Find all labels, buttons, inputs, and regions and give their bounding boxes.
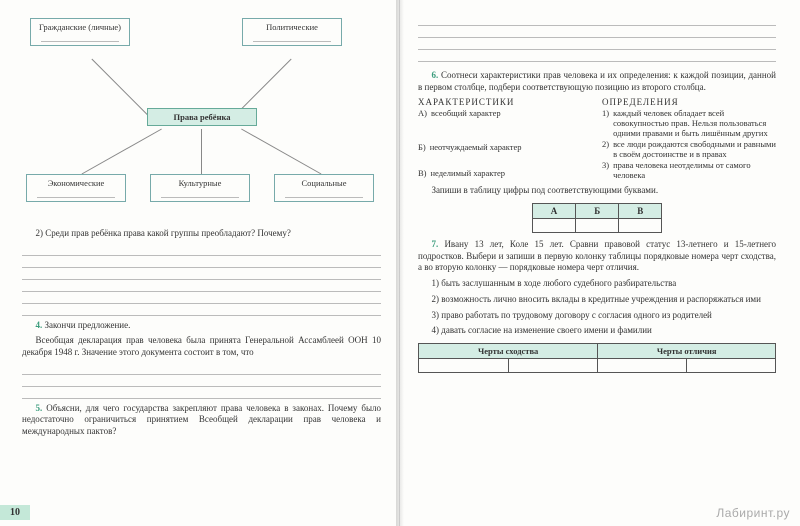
question-4: 4. Закончи предложение. xyxy=(22,320,381,332)
label: Экономические xyxy=(48,178,105,188)
writing-line xyxy=(22,363,381,375)
question-7: 7. Ивану 13 лет, Коле 15 лет. Сравни пра… xyxy=(418,239,776,274)
writing-line xyxy=(22,268,381,280)
writing-line xyxy=(418,50,776,62)
box-social: Социальные xyxy=(274,174,374,202)
th-diff: Черты отличия xyxy=(598,343,776,358)
q7-item-2: 2) возможность лично вносить вклады в кр… xyxy=(418,294,776,306)
char-b: Б)неотчуждаемый характер xyxy=(418,142,592,152)
q-number: 4. xyxy=(36,320,43,330)
char-heading: ХАРАКТЕРИСТИКИ xyxy=(418,97,592,107)
q6-instruction: Запиши в таблицу цифры под соответствующ… xyxy=(418,185,776,197)
right-page: 6. Соотнеси характеристики прав человека… xyxy=(400,0,800,526)
writing-line xyxy=(22,292,381,304)
question-2: 2) Среди прав ребёнка права какой группы… xyxy=(22,228,381,240)
th-similar: Черты сходства xyxy=(419,343,598,358)
writing-line xyxy=(418,38,776,50)
def-3: 3)права человека неотделимы от самого че… xyxy=(602,160,776,180)
definitions-col: ОПРЕДЕЛЕНИЯ 1)каждый человек обладает вс… xyxy=(602,97,776,181)
q-number: 6. xyxy=(432,70,439,80)
q7-item-4: 4) давать согласие на изменение своего и… xyxy=(418,325,776,337)
comparison-table: Черты сходства Черты отличия xyxy=(418,343,776,373)
left-page: Гражданские (личные) Политические Права … xyxy=(0,0,400,526)
def-1: 1)каждый человек обладает всей совокупно… xyxy=(602,108,776,138)
box-center: Права ребёнка xyxy=(147,108,257,126)
question-6: 6. Соотнеси характеристики прав человека… xyxy=(418,70,776,93)
box-economic: Экономические xyxy=(26,174,126,202)
writing-line xyxy=(22,256,381,268)
answer-table-abc: А Б В xyxy=(532,203,662,233)
q7-item-3: 3) право работать по трудовому договору … xyxy=(418,310,776,322)
writing-line xyxy=(418,26,776,38)
question-5: 5. Объясни, для чего государства закрепл… xyxy=(22,403,381,438)
q5-body: Объясни, для чего государства закрепляют… xyxy=(22,403,381,436)
q-number: 5. xyxy=(36,403,43,413)
th-a: А xyxy=(532,204,576,219)
writing-line xyxy=(22,244,381,256)
q6-body: Соотнеси характеристики прав человека и … xyxy=(418,70,776,92)
th-b: Б xyxy=(576,204,619,219)
watermark: Лабиринт.ру xyxy=(716,506,790,520)
page-number: 10 xyxy=(0,505,30,520)
box-civil: Гражданские (личные) xyxy=(30,18,130,46)
writing-line xyxy=(22,387,381,399)
q7-body: Ивану 13 лет, Коле 15 лет. Сравни правов… xyxy=(418,239,776,272)
label: Культурные xyxy=(179,178,222,188)
writing-line xyxy=(418,14,776,26)
q7-item-1: 1) быть заслушанным в ходе любого судебн… xyxy=(418,278,776,290)
def-heading: ОПРЕДЕЛЕНИЯ xyxy=(602,97,776,107)
rights-diagram: Гражданские (личные) Политические Права … xyxy=(22,14,381,224)
characteristics-col: ХАРАКТЕРИСТИКИ А)всеобщий характер Б)нео… xyxy=(418,97,592,181)
char-a: А)всеобщий характер xyxy=(418,108,592,118)
matching-columns: ХАРАКТЕРИСТИКИ А)всеобщий характер Б)нео… xyxy=(418,97,776,181)
box-political: Политические xyxy=(242,18,342,46)
q4-body: Всеобщая декларация прав человека была п… xyxy=(22,335,381,358)
writing-line xyxy=(22,375,381,387)
writing-line xyxy=(22,304,381,316)
label: Гражданские (личные) xyxy=(39,22,121,32)
label: Социальные xyxy=(301,178,346,188)
q-number: 7. xyxy=(432,239,439,249)
q4-lead: Закончи предложение. xyxy=(45,320,131,330)
box-cultural: Культурные xyxy=(150,174,250,202)
th-c: В xyxy=(619,204,662,219)
writing-line xyxy=(22,280,381,292)
label: Политические xyxy=(266,22,318,32)
def-2: 2)все люди рождаются свободными и равным… xyxy=(602,139,776,159)
char-c: В)неделимый характер xyxy=(418,168,592,178)
